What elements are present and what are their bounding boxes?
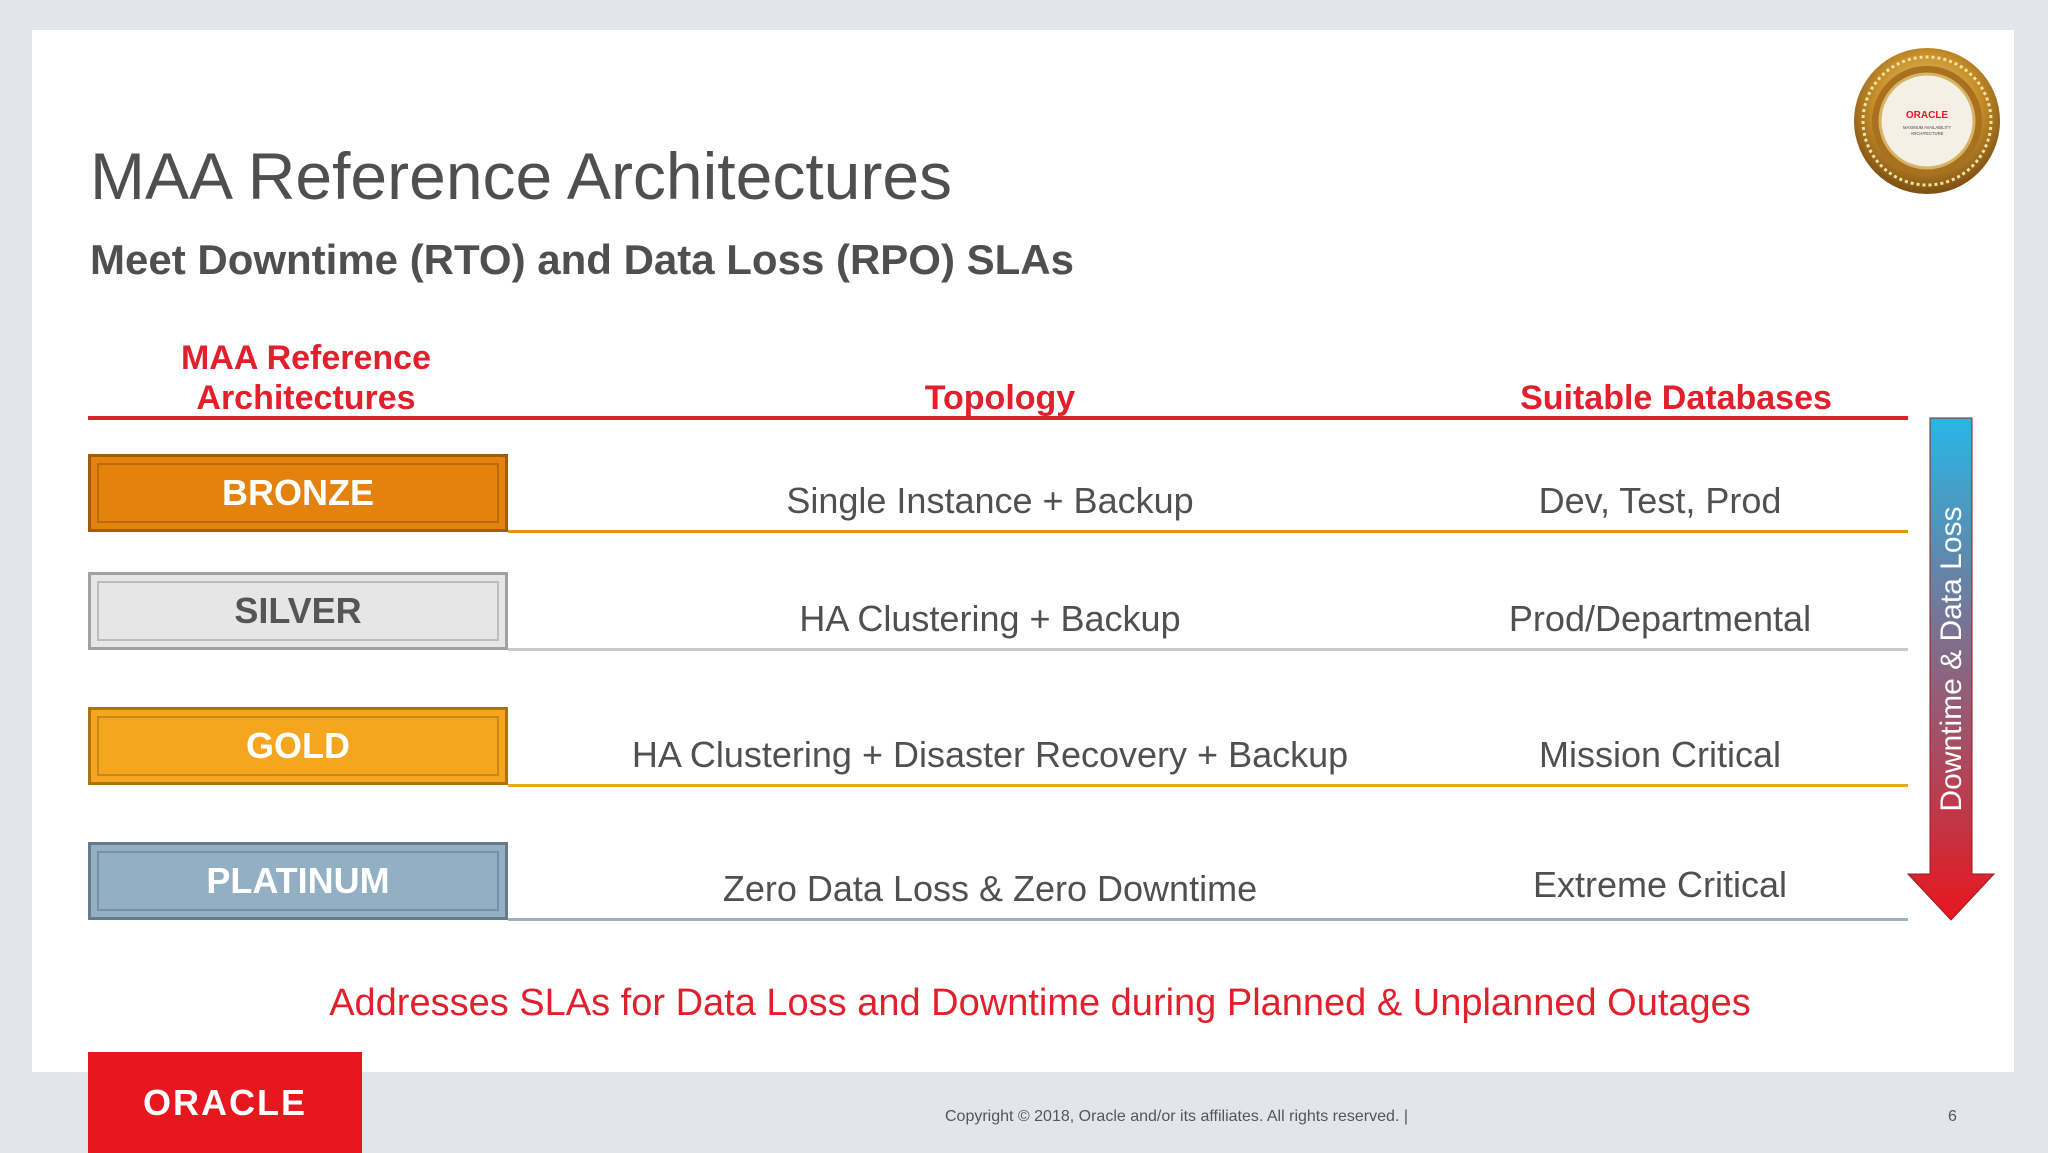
arrow-label: Downtime & Data Loss bbox=[1935, 506, 1968, 812]
slide-subtitle: Meet Downtime (RTO) and Data Loss (RPO) … bbox=[90, 236, 1074, 283]
header-tier-line2: Architectures bbox=[196, 379, 416, 417]
badge-line2: ARCHITECTURE bbox=[1911, 131, 1944, 136]
tier-silver-label: SILVER bbox=[234, 590, 362, 631]
page-number: 6 bbox=[1948, 1108, 1957, 1125]
tier-silver: SILVER bbox=[88, 572, 508, 650]
row-divider-silver bbox=[508, 648, 1908, 651]
databases-silver: Prod/Departmental bbox=[1508, 598, 1812, 639]
oracle-logo: ORACLE bbox=[88, 1052, 362, 1153]
tier-gold-label: GOLD bbox=[246, 725, 350, 766]
oracle-logo-text: ORACLE bbox=[143, 1081, 307, 1123]
downtime-arrow-icon bbox=[1906, 417, 1996, 921]
header-tier: MAA Reference Architectures bbox=[116, 338, 496, 418]
row-divider-platinum bbox=[508, 918, 1908, 921]
header-tier-line1: MAA Reference bbox=[180, 339, 432, 377]
header-databases: Suitable Databases bbox=[1520, 379, 1832, 417]
topology-platinum: Zero Data Loss & Zero Downtime bbox=[722, 868, 1258, 909]
tier-gold: GOLD bbox=[88, 707, 508, 785]
maa-seal-icon: ORACLE MAXIMUM AVAILABILITY ARCHITECTURE bbox=[1854, 48, 2000, 194]
footer-note: Addresses SLAs for Data Loss and Downtim… bbox=[329, 982, 1751, 1024]
row-divider-bronze bbox=[508, 530, 1908, 533]
row-divider-gold bbox=[508, 784, 1908, 787]
tier-bronze: BRONZE bbox=[88, 454, 508, 532]
tier-bronze-label: BRONZE bbox=[222, 472, 374, 513]
topology-silver: HA Clustering + Backup bbox=[799, 598, 1181, 639]
tier-platinum: PLATINUM bbox=[88, 842, 508, 920]
copyright-text: Copyright © 2018, Oracle and/or its affi… bbox=[945, 1108, 1408, 1125]
databases-platinum: Extreme Critical bbox=[1532, 864, 1788, 905]
tier-platinum-label: PLATINUM bbox=[206, 860, 390, 901]
topology-bronze: Single Instance + Backup bbox=[786, 480, 1194, 521]
header-topology: Topology bbox=[924, 379, 1076, 417]
topology-gold: HA Clustering + Disaster Recovery + Back… bbox=[631, 734, 1349, 775]
slide-title: MAA Reference Architectures bbox=[90, 139, 953, 213]
badge-brand: ORACLE bbox=[1906, 110, 1949, 121]
header-divider bbox=[88, 416, 1908, 420]
databases-bronze: Dev, Test, Prod bbox=[1538, 480, 1782, 521]
databases-gold: Mission Critical bbox=[1538, 734, 1782, 775]
badge-line1: MAXIMUM AVAILABILITY bbox=[1903, 125, 1951, 130]
